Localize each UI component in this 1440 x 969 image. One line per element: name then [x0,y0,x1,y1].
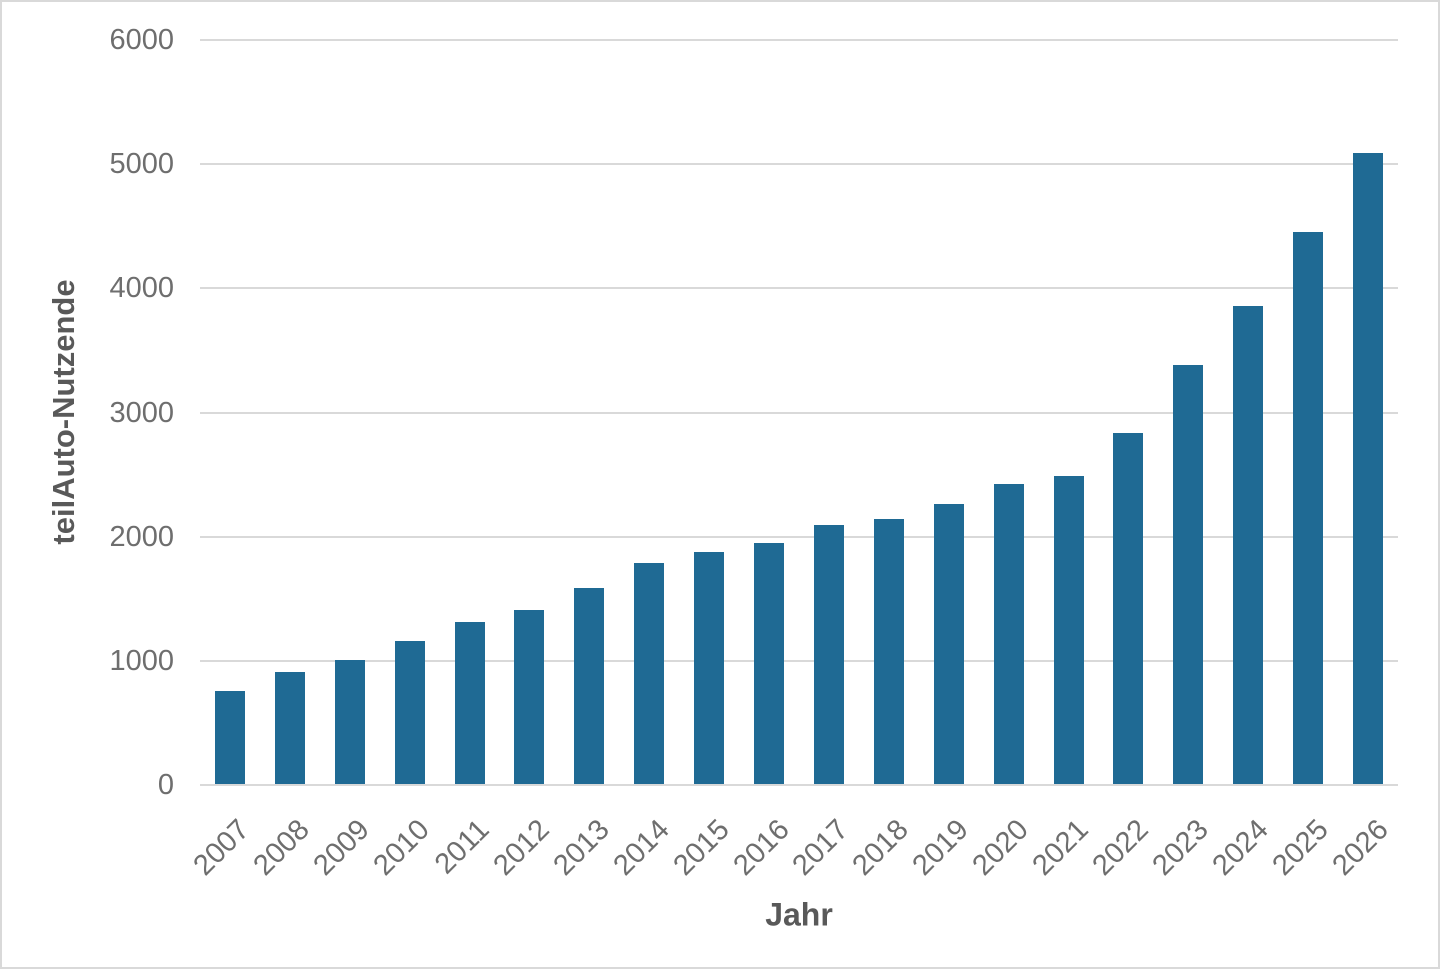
bar-2009 [334,659,365,785]
x-tick-label: 2026 [1326,813,1395,882]
bar-2012 [514,609,545,785]
y-tick-label: 0 [157,769,174,801]
x-tick-label: 2015 [667,813,736,882]
y-tick-label: 4000 [109,272,174,305]
x-tick-label: 2022 [1086,813,1155,882]
x-axis-title: Jahr [765,896,833,933]
x-tick-label: 2007 [187,813,257,882]
x-tick-label: 2014 [607,813,676,882]
bar-2024 [1233,305,1264,785]
x-tick-label: 2023 [1146,813,1215,882]
x-tick-label: 2017 [786,813,856,882]
bar-2017 [813,524,844,785]
bar-2018 [873,518,904,785]
y-tick-label: 2000 [109,520,174,553]
bar-2010 [394,640,425,785]
bar-2014 [634,563,665,785]
bar-2015 [694,551,725,785]
x-tick-label: 2021 [1026,813,1095,882]
gridline [200,411,1398,414]
x-tick-label: 2010 [367,813,436,882]
gridline [200,39,1398,41]
bar-2023 [1173,364,1204,785]
bar-2025 [1293,232,1324,785]
x-tick-label: 2016 [727,813,796,882]
x-tick-label: 2012 [487,813,556,882]
bar-2011 [454,621,485,785]
y-tick-label: 5000 [109,148,174,181]
x-tick-label: 2020 [966,813,1035,882]
x-tick-label: 2025 [1266,813,1335,882]
x-tick-label: 2019 [906,813,975,882]
gridline [200,287,1398,290]
x-tick-label: 2013 [547,813,616,882]
x-axis-line [200,784,1398,786]
bar-2016 [754,542,785,785]
y-tick-label: 1000 [109,644,174,677]
y-axis-title: teilAuto-Nutzende [46,279,81,545]
gridline [200,163,1398,166]
bar-2007 [214,690,245,785]
bar-2021 [1053,476,1084,785]
x-tick-label: 2011 [429,813,496,881]
plot-area [200,39,1398,786]
bar-2013 [574,587,605,785]
x-tick-label: 2008 [247,813,317,882]
bar-2020 [993,483,1024,785]
bar-2022 [1113,433,1144,785]
y-tick-label: 6000 [109,24,174,56]
bar-2019 [933,503,964,785]
gridline [200,535,1398,538]
x-tick-label: 2018 [846,813,916,882]
gridline [200,659,1398,662]
x-tick-label: 2024 [1206,813,1275,882]
bar-2008 [274,672,305,785]
y-tick-label: 3000 [109,396,174,429]
bar-2026 [1353,153,1384,785]
x-tick-label: 2009 [307,813,376,882]
